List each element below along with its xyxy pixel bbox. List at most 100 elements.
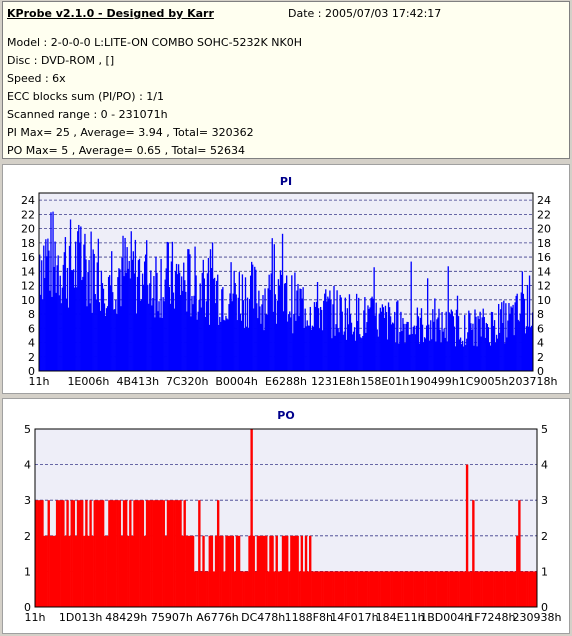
data-bar bbox=[57, 255, 59, 371]
data-bar bbox=[39, 500, 42, 607]
data-bar bbox=[512, 304, 514, 371]
data-bar bbox=[434, 571, 437, 607]
data-bar bbox=[179, 295, 182, 371]
data-bar bbox=[222, 287, 224, 371]
data-bar bbox=[336, 571, 339, 607]
data-bar bbox=[344, 297, 346, 371]
data-bar bbox=[386, 339, 389, 371]
data-bar bbox=[346, 308, 349, 371]
data-bar bbox=[223, 319, 225, 371]
data-bar bbox=[194, 246, 196, 371]
data-bar bbox=[175, 500, 178, 607]
data-bar bbox=[267, 288, 269, 371]
x-tick-label: 4B413h bbox=[117, 375, 160, 388]
data-bar bbox=[267, 571, 270, 607]
data-bar bbox=[93, 500, 96, 607]
data-bar bbox=[373, 267, 375, 371]
data-bar bbox=[122, 235, 124, 371]
y-tick-label-left: 1 bbox=[24, 565, 31, 578]
data-bar bbox=[168, 500, 172, 607]
y-tick-label-right: 3 bbox=[541, 494, 548, 507]
data-bar bbox=[518, 500, 521, 607]
data-bar bbox=[294, 535, 297, 607]
data-bar bbox=[315, 571, 318, 607]
data-bar bbox=[110, 285, 112, 371]
data-bar bbox=[477, 316, 479, 371]
data-bar bbox=[155, 256, 157, 371]
data-bar bbox=[177, 264, 180, 371]
data-bar bbox=[433, 321, 435, 371]
data-bar bbox=[286, 535, 289, 607]
data-bar bbox=[248, 298, 251, 371]
data-bar bbox=[214, 303, 217, 371]
y-tick-label-left: 3 bbox=[24, 494, 31, 507]
x-tick-label: E6288h bbox=[265, 375, 307, 388]
data-bar bbox=[335, 324, 337, 371]
data-bar bbox=[140, 299, 143, 371]
data-bar bbox=[495, 571, 498, 607]
data-bar bbox=[309, 306, 311, 371]
data-bar bbox=[133, 273, 136, 371]
data-bar bbox=[210, 535, 214, 607]
data-bar bbox=[517, 319, 519, 371]
data-bar bbox=[423, 337, 426, 371]
data-bar bbox=[486, 571, 490, 607]
data-bar bbox=[409, 571, 412, 607]
data-bar bbox=[202, 535, 205, 607]
data-bar bbox=[71, 270, 74, 371]
data-bar bbox=[151, 305, 153, 371]
data-bar bbox=[306, 320, 308, 371]
data-bar bbox=[398, 571, 402, 607]
data-bar bbox=[129, 500, 132, 607]
data-bar bbox=[508, 303, 510, 371]
data-bar bbox=[198, 299, 200, 371]
data-bar bbox=[394, 571, 398, 607]
data-bar bbox=[175, 263, 178, 371]
data-bar bbox=[282, 311, 285, 371]
data-bar bbox=[422, 342, 425, 371]
data-bar bbox=[529, 327, 532, 371]
data-bar bbox=[330, 299, 332, 371]
data-bar bbox=[418, 343, 421, 371]
data-bar bbox=[380, 311, 383, 371]
data-bar bbox=[358, 297, 360, 371]
data-bar bbox=[148, 303, 150, 371]
data-bar bbox=[480, 571, 483, 607]
x-tick-label: 1231E8h bbox=[311, 375, 360, 388]
data-bar bbox=[132, 251, 134, 371]
x-tick-label: 1D013h bbox=[59, 611, 102, 624]
data-bar bbox=[382, 571, 385, 607]
data-bar bbox=[432, 571, 435, 607]
data-bar bbox=[361, 338, 363, 371]
data-bar bbox=[363, 310, 365, 371]
data-bar bbox=[230, 262, 232, 371]
x-tick-label: 203718h bbox=[509, 375, 558, 388]
data-bar bbox=[113, 309, 115, 371]
data-bar bbox=[49, 535, 53, 607]
data-bar bbox=[153, 276, 155, 371]
data-bar bbox=[461, 340, 464, 371]
data-bar bbox=[239, 313, 242, 371]
data-bar bbox=[58, 500, 61, 607]
data-bar bbox=[104, 535, 107, 607]
data-bar bbox=[83, 535, 86, 607]
data-bar bbox=[82, 276, 84, 371]
data-bar bbox=[429, 340, 431, 371]
data-bar bbox=[520, 571, 523, 607]
y-tick-label-left: 4 bbox=[24, 459, 31, 472]
data-bar bbox=[145, 500, 149, 607]
data-bar bbox=[485, 322, 487, 371]
data-bar bbox=[458, 339, 461, 371]
data-bar bbox=[223, 571, 226, 607]
data-bar bbox=[334, 571, 337, 607]
data-bar bbox=[374, 315, 376, 371]
data-bar bbox=[371, 571, 375, 607]
data-bar bbox=[190, 316, 192, 371]
data-bar bbox=[472, 323, 474, 371]
data-bar bbox=[200, 307, 202, 371]
data-bar bbox=[149, 283, 151, 371]
x-tick-label: 1188F8h bbox=[285, 611, 333, 624]
x-tick-label: 184E11h bbox=[376, 611, 425, 624]
data-bar bbox=[455, 571, 458, 607]
range-line: Scanned range : 0 - 231071h bbox=[7, 108, 168, 121]
